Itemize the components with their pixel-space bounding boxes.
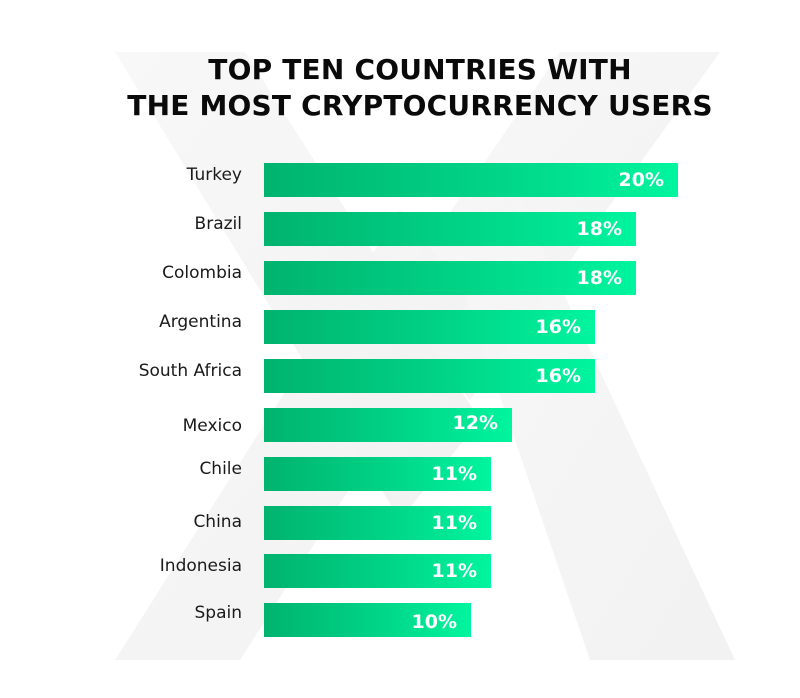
value-label: 12% [452, 412, 498, 434]
value-label: 16% [535, 316, 581, 338]
country-label: Chile [199, 459, 242, 479]
value-label: 11% [431, 463, 477, 485]
value-label: 16% [535, 365, 581, 387]
country-label: Argentina [159, 312, 242, 332]
value-label: 18% [576, 267, 622, 289]
bar: 11% [264, 554, 491, 588]
bar-row-china: China 11% [0, 506, 800, 540]
bar: 11% [264, 457, 491, 491]
bar-row-south-africa: South Africa 16% [0, 359, 800, 393]
country-label: China [193, 512, 242, 532]
bar-row-spain: Spain 10% [0, 603, 800, 637]
chart-title: TOP TEN COUNTRIES WITH THE MOST CRYPTOCU… [0, 52, 800, 124]
bar: 20% [264, 163, 678, 197]
bar-row-colombia: Colombia 18% [0, 261, 800, 295]
country-label: Colombia [162, 263, 242, 283]
bar: 16% [264, 359, 595, 393]
country-label: Spain [194, 603, 243, 623]
chart-title-line-2: THE MOST CRYPTOCURRENCY USERS [127, 89, 713, 122]
country-label: Mexico [182, 416, 242, 436]
country-label: South Africa [138, 361, 242, 381]
bar-row-brazil: Brazil 18% [0, 212, 800, 246]
bar: 11% [264, 506, 491, 540]
value-label: 11% [431, 512, 477, 534]
country-label: Brazil [194, 214, 242, 234]
bar-row-indonesia: Indonesia 11% [0, 554, 800, 588]
value-label: 18% [576, 218, 622, 240]
value-label: 20% [618, 169, 664, 191]
chart-title-line-1: TOP TEN COUNTRIES WITH [208, 53, 632, 86]
bar: 16% [264, 310, 595, 344]
bar-row-argentina: Argentina 16% [0, 310, 800, 344]
bar-row-mexico: Mexico 12% [0, 408, 800, 442]
bar: 18% [264, 261, 636, 295]
value-label: 10% [411, 611, 457, 633]
country-label: Indonesia [159, 556, 242, 576]
bar: 18% [264, 212, 636, 246]
bar: 10% [264, 603, 471, 637]
country-label: Turkey [186, 165, 242, 185]
bar-row-turkey: Turkey 20% [0, 163, 800, 197]
value-label: 11% [431, 560, 477, 582]
bar: 12% [264, 408, 512, 442]
bar-row-chile: Chile 11% [0, 457, 800, 491]
